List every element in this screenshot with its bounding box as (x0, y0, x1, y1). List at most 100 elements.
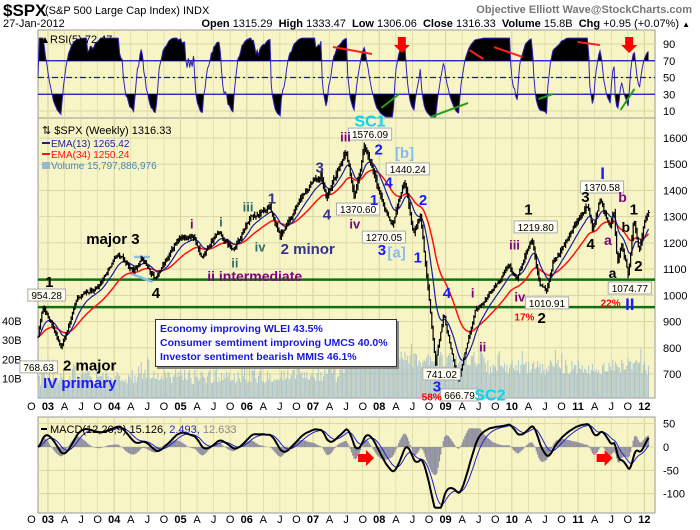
wave-label: IV primary (43, 375, 117, 392)
x-tick-label: 06 (241, 401, 253, 413)
volume-tick-label: 10B (2, 374, 22, 386)
x-tick-label: J (410, 514, 416, 526)
macd-tick-label: -50 (663, 465, 679, 477)
price-tick-label: 1300 (663, 212, 687, 224)
pattern-line (129, 271, 154, 284)
wave-label: 1 (524, 201, 532, 218)
price-label: 954.28 (31, 291, 62, 302)
rsi-trend-line (619, 88, 636, 111)
rsi-tick-label: 30 (663, 89, 675, 101)
x-tick-label: O (425, 514, 434, 526)
x-tick-label: A (61, 401, 69, 413)
x-tick-label: A (458, 401, 466, 413)
rsi-trend-line (538, 93, 554, 100)
rsi-trend-line (429, 102, 469, 118)
price-label: 1010.91 (529, 299, 566, 310)
x-tick-label: O (226, 514, 235, 526)
price-bar (647, 210, 650, 218)
symbol: $SPX (3, 1, 47, 20)
x-tick-label: O (425, 401, 434, 413)
wave-label: 1 (268, 190, 276, 207)
chg-value: +0.95 (+0.07%) (603, 18, 680, 30)
x-tick-label: A (326, 401, 334, 413)
x-tick-label: 10 (506, 514, 518, 526)
x-tick-label: O (93, 514, 102, 526)
macd-legend-value: 2.493, (169, 424, 203, 436)
x-tick-label: 08 (373, 514, 385, 526)
x-tick-label: O (358, 401, 367, 413)
x-tick-label: O (557, 514, 566, 526)
x-tick-label: J (343, 514, 349, 526)
price-label-box (385, 162, 430, 176)
macd-tick-label: -100 (663, 489, 685, 501)
volume-value: 15.8B (543, 18, 573, 30)
close-label: Close (422, 18, 453, 30)
rsi-line (37, 37, 649, 118)
wave-label: 1 (370, 192, 378, 209)
price-tick-label: 700 (663, 369, 681, 381)
wave-label: ii (231, 256, 238, 271)
quote-summary: Open 1315.29 High 1333.47 Low 1306.06 Cl… (202, 18, 691, 30)
macd-tick-label: 50 (663, 419, 675, 431)
wave-label: 2 minor (281, 241, 335, 258)
rsi-tick-label: 70 (663, 56, 675, 68)
x-tick-label: A (458, 514, 466, 526)
macd-line (37, 423, 650, 509)
sentiment-info-box: Economy improving WLEI 43.5% Consumer se… (155, 319, 397, 367)
x-tick-label: J (542, 401, 548, 413)
price-label-box (579, 180, 625, 194)
x-tick-label: J (145, 401, 151, 413)
wave-label: major 3 (86, 231, 139, 248)
x-tick-label: A (193, 401, 201, 413)
x-tick-label: A (260, 514, 268, 526)
wave-label: 2 (419, 192, 427, 209)
wave-label: SC1 (354, 114, 385, 131)
x-tick-label: O (557, 401, 566, 413)
down-arrow-icon (621, 37, 638, 53)
price-label-box (27, 288, 66, 302)
wave-label: 2 major (63, 357, 117, 374)
x-tick-label: J (277, 401, 283, 413)
rsi-tick-label: 10 (663, 106, 675, 118)
x-tick-label: O (93, 401, 102, 413)
rsi-trend-line (493, 46, 523, 58)
x-tick-label: 12 (638, 401, 650, 413)
wave-label: 1 (45, 274, 53, 291)
wave-label: SC2 (474, 388, 505, 405)
high-label: High (278, 18, 304, 30)
brand: Objective Elliott Wave@StockCharts.com (476, 4, 692, 16)
price-tick-label: 1000 (663, 290, 687, 302)
wave-label: 1 (414, 249, 422, 266)
x-tick-label: O (226, 401, 235, 413)
ema13-legend: EMA(13) 1265.42 (51, 139, 130, 150)
wave-label: ii intermediate (207, 268, 302, 284)
wave-label: a (604, 232, 612, 248)
wave-label: iv (349, 217, 361, 232)
macd-legend-value: MACD(12,26,9) (50, 424, 129, 436)
price-label: 1440.24 (390, 165, 427, 176)
x-tick-label: O (160, 514, 169, 526)
x-tick-label: O (27, 401, 36, 413)
x-tick-label: 09 (439, 514, 451, 526)
x-tick-label: A (326, 514, 334, 526)
wave-label: iii (340, 130, 351, 145)
x-tick-label: J (78, 401, 84, 413)
info-line: Investor sentiment bearish MMIS 46.1% (160, 351, 357, 363)
wave-label: iv (255, 240, 267, 255)
x-tick-label: A (591, 401, 599, 413)
x-tick-label: 11 (572, 514, 584, 526)
wave-label: 4 (152, 285, 161, 302)
volume-legend: Volume 15,797,886,976 (51, 161, 157, 172)
wave-label: 2 (374, 141, 382, 158)
price-label: 1270.05 (366, 233, 403, 244)
x-tick-label: A (525, 401, 533, 413)
x-tick-label: O (624, 401, 633, 413)
x-tick-label: A (392, 401, 400, 413)
x-tick-label: J (343, 401, 349, 413)
x-tick-label: 05 (174, 401, 186, 413)
x-tick-label: O (160, 401, 169, 413)
macd-legend: MACD(12,26,9) 15.126, 2.493, 12.633 (50, 424, 237, 436)
ema34-line (37, 169, 650, 338)
